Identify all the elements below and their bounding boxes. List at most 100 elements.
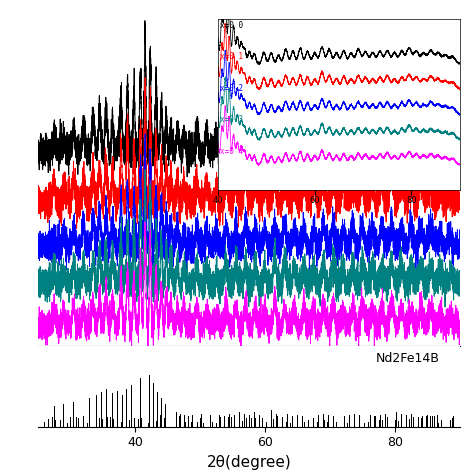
Bar	[121, 421, 122, 427]
Bar	[345, 417, 346, 427]
Text: x=0 0: x=0 0	[220, 21, 244, 30]
Bar	[153, 383, 154, 427]
Bar	[319, 422, 320, 427]
Bar	[185, 422, 186, 427]
Bar	[347, 423, 348, 427]
Bar	[164, 418, 165, 427]
Bar	[364, 423, 365, 427]
Bar	[413, 417, 414, 427]
Bar	[161, 398, 162, 427]
Bar	[136, 382, 137, 427]
Bar	[318, 415, 319, 427]
Bar	[401, 414, 402, 427]
Bar	[302, 416, 303, 427]
Bar	[216, 423, 217, 427]
Bar	[210, 415, 211, 427]
Bar	[387, 417, 388, 427]
Bar	[172, 418, 173, 427]
Bar	[333, 416, 334, 427]
Bar	[54, 407, 55, 427]
Bar	[264, 416, 265, 427]
Bar	[141, 419, 142, 427]
Bar	[323, 414, 324, 427]
Bar	[427, 415, 428, 427]
Bar	[370, 415, 371, 427]
Bar	[80, 401, 81, 427]
Bar	[359, 416, 360, 427]
Bar	[188, 416, 189, 427]
Bar	[445, 419, 446, 427]
Bar	[379, 420, 380, 427]
Bar	[215, 414, 216, 427]
Bar	[157, 392, 158, 427]
Bar	[242, 421, 243, 427]
Bar	[149, 375, 150, 427]
Bar	[107, 417, 108, 427]
Bar	[434, 416, 435, 427]
Bar	[96, 395, 97, 427]
Bar	[277, 416, 278, 427]
Bar	[110, 417, 111, 427]
Bar	[441, 420, 442, 427]
Bar	[118, 418, 119, 427]
Bar	[249, 415, 250, 427]
Bar	[134, 419, 135, 427]
Bar	[374, 416, 375, 427]
Bar	[286, 422, 287, 427]
Bar	[101, 392, 102, 427]
Bar	[349, 415, 350, 427]
Bar	[266, 422, 267, 427]
Bar	[129, 420, 130, 427]
Bar	[78, 419, 79, 427]
Text: x=0 2: x=0 2	[220, 84, 244, 93]
Bar	[450, 420, 451, 427]
Bar	[106, 389, 107, 427]
Bar	[297, 415, 298, 427]
Bar	[229, 414, 230, 427]
Bar	[244, 414, 245, 427]
Bar	[48, 419, 49, 427]
Bar	[290, 423, 291, 427]
Bar	[398, 421, 399, 427]
Text: x=0 1: x=0 1	[220, 52, 244, 61]
Bar	[287, 414, 288, 427]
Bar	[282, 415, 283, 427]
Bar	[156, 421, 157, 427]
Bar	[432, 416, 433, 427]
Bar	[276, 414, 277, 427]
Bar	[220, 417, 221, 427]
Bar	[60, 420, 61, 427]
Bar	[401, 420, 402, 427]
Bar	[83, 416, 84, 427]
Bar	[184, 415, 185, 427]
Bar	[411, 414, 412, 427]
Bar	[192, 415, 193, 427]
Bar	[102, 419, 103, 427]
Bar	[293, 419, 294, 427]
Bar	[234, 416, 235, 427]
Bar	[328, 415, 329, 427]
Bar	[391, 419, 392, 427]
Bar	[271, 410, 272, 427]
Bar	[224, 416, 225, 427]
Bar	[368, 422, 369, 427]
Bar	[200, 418, 201, 427]
Bar	[87, 423, 88, 427]
Bar	[396, 412, 397, 427]
Bar	[406, 415, 407, 427]
Bar	[219, 415, 220, 427]
Bar	[418, 418, 419, 427]
Bar	[176, 417, 177, 427]
Text: Nd2Fe14B: Nd2Fe14B	[375, 353, 439, 365]
Bar	[344, 416, 345, 427]
Bar	[456, 415, 457, 427]
Bar	[359, 415, 360, 427]
Bar	[453, 416, 454, 427]
Bar	[324, 420, 325, 427]
Bar	[313, 418, 314, 427]
Bar	[282, 418, 283, 427]
Bar	[140, 378, 141, 427]
Bar	[112, 393, 113, 427]
Bar	[188, 416, 189, 427]
Bar	[131, 385, 132, 427]
